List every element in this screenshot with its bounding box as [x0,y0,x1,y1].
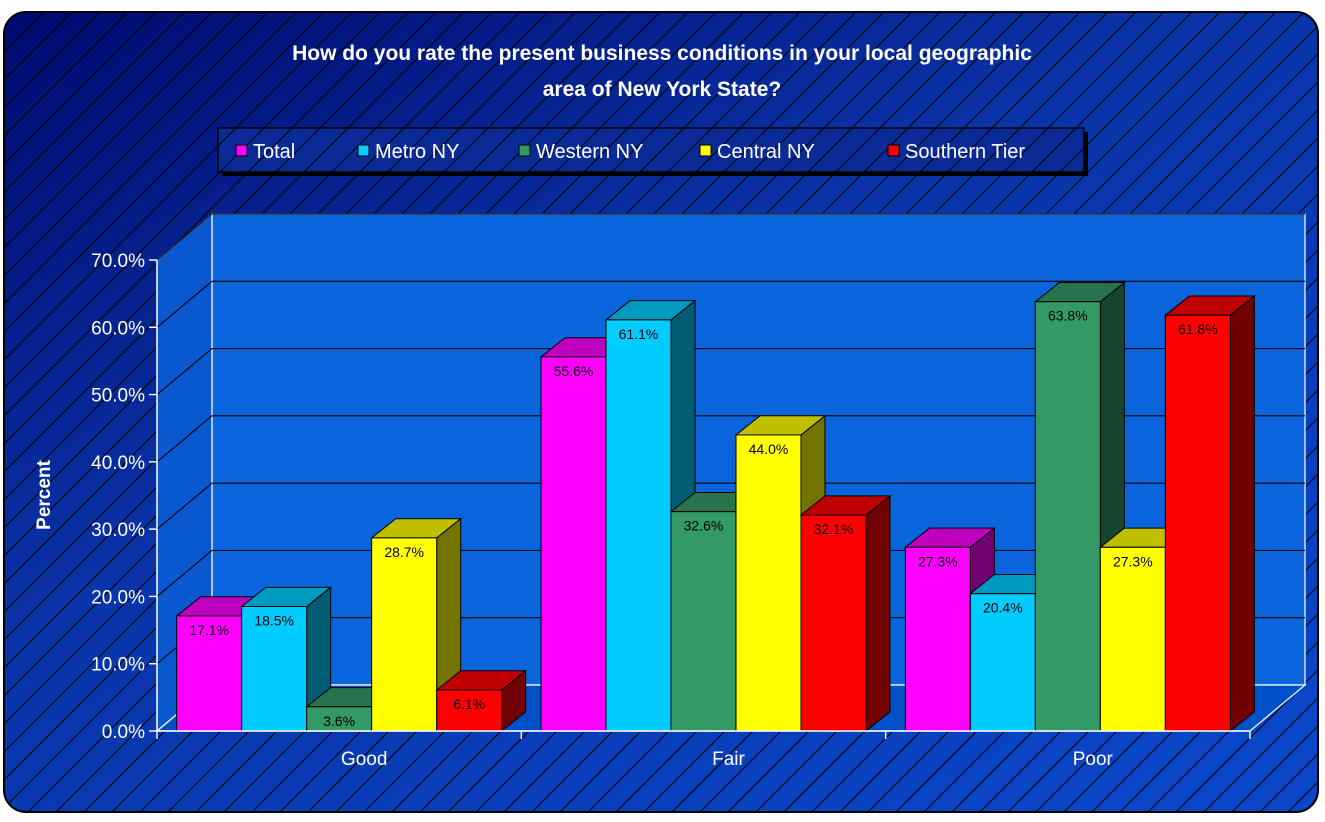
chart-title-line-2: area of New York State? [543,78,781,101]
legend-label: Southern Tier [905,141,1025,163]
gridline-6 [156,280,1305,328]
data-label: 6.1% [453,696,485,712]
legend-swatch [518,144,531,157]
bar-front-face [800,514,867,732]
legend-item-central-ny: Central NY [699,141,815,163]
x-tick-label-good: Good [341,749,387,770]
data-label: 61.1% [619,326,659,342]
legend-item-western-ny: Western NY [518,141,643,163]
bar-front-face [540,356,607,732]
gridline-3 [156,482,1305,530]
bar-front-face [1034,301,1101,732]
legend-item-southern-tier: Southern Tier [887,141,1025,163]
legend-swatch [887,144,900,157]
bars-group: 17.1% 18.5% 3.6% 28.7% 6.1% 55.6% 61.1% 32.6% 44… [175,281,1256,733]
data-label: 3.6% [323,713,355,729]
data-label: 61.8% [1178,321,1218,337]
bar-front-face [904,546,971,732]
data-label: 55.6% [554,363,594,379]
axes-group: 0.0% 10.0% 20.0% 30.0% 40.0% 50.0% 60.0% 70.0% G… [91,251,1251,770]
y-tick-label: 40.0% [91,453,145,474]
y-tick-label: 10.0% [91,655,145,676]
bar-front-face [670,511,737,732]
legend-swatch [235,144,248,157]
data-label: 17.1% [189,622,229,638]
legend-label: Central NY [717,141,815,163]
legend-label: Metro NY [375,141,459,163]
bar-front-face [1164,314,1231,732]
bar-front-face [1099,546,1166,732]
y-tick-label: 0.0% [102,722,145,743]
data-label: 28.7% [384,544,424,560]
y-tick-label: 30.0% [91,520,145,541]
y-tick-label: 50.0% [91,386,145,407]
x-tick-label-poor: Poor [1073,749,1114,770]
data-label: 27.3% [918,553,958,569]
gridline-4 [156,415,1305,463]
y-tick-label: 60.0% [91,318,145,339]
legend: Total Metro NY Western NY Central NY Souther… [217,127,1088,176]
gridline-5 [156,348,1305,395]
legend-swatch [357,144,370,157]
bar-front-face [176,615,243,732]
bar-metro-ny-good: 18.5% [240,586,333,733]
bar-front-face [969,593,1036,732]
data-label: 32.1% [814,521,854,537]
bar-front-face [605,319,672,732]
data-label: 63.8% [1048,308,1088,324]
legend-item-total: Total [235,141,295,163]
y-tick-label: 70.0% [91,251,145,272]
data-label: 20.4% [983,600,1023,616]
legend-swatch [699,144,712,157]
gridline-7 [156,213,1305,261]
data-label: 27.3% [1113,553,1153,569]
bar-side-face [865,494,891,733]
x-tick-label-fair: Fair [712,749,745,770]
bar-front-face [241,606,308,732]
data-label: 32.6% [684,518,724,534]
y-tick-label: 20.0% [91,587,145,608]
bar-southern-tier-fair: 32.1% [799,494,892,733]
legend-label: Western NY [536,141,643,163]
legend-label: Total [253,141,295,163]
bar-southern-tier-good: 6.1% [435,669,528,733]
y-axis-label: Percent [34,459,55,529]
data-label: 44.0% [749,441,789,457]
bar-western-ny-poor: 63.8% [1033,281,1126,733]
data-label: 18.5% [254,613,294,629]
chart-title-line-1: How do you rate the present business con… [292,42,1032,65]
bar-side-face [1229,294,1255,733]
bar-front-face [371,537,438,732]
legend-item-metro-ny: Metro NY [357,141,459,163]
bar-metro-ny-fair: 61.1% [604,299,697,733]
bar-front-face [735,434,802,732]
bar-southern-tier-poor: 61.8% [1163,294,1256,733]
